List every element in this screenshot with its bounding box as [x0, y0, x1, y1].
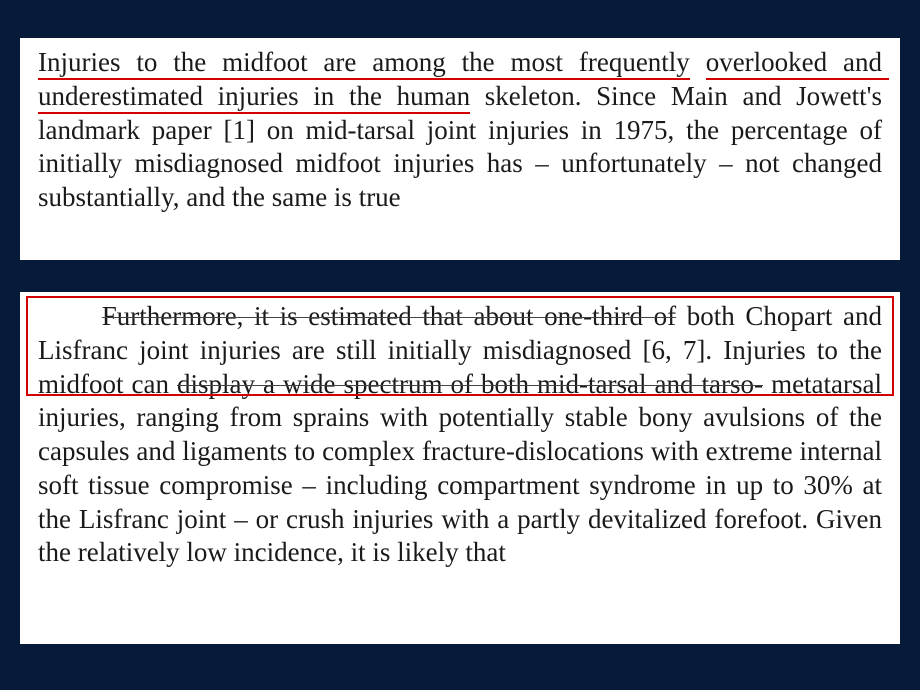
indent	[38, 301, 102, 331]
paragraph-2: Furthermore, it is estimated that about …	[38, 300, 882, 570]
strike-line-2: display a wide spectrum of both mid-tars…	[177, 369, 763, 399]
text-block-2: Furthermore, it is estimated that about …	[20, 292, 900, 644]
slide-container: Injuries to the midfoot are among the mo…	[0, 0, 920, 690]
underlined-phrase-1: Injuries to the midfoot are among the mo…	[38, 47, 690, 80]
strike-line-1: Furthermore, it is estimated that about …	[102, 301, 676, 331]
text-block-1: Injuries to the midfoot are among the mo…	[20, 38, 900, 260]
paragraph-1: Injuries to the midfoot are among the mo…	[38, 46, 882, 215]
